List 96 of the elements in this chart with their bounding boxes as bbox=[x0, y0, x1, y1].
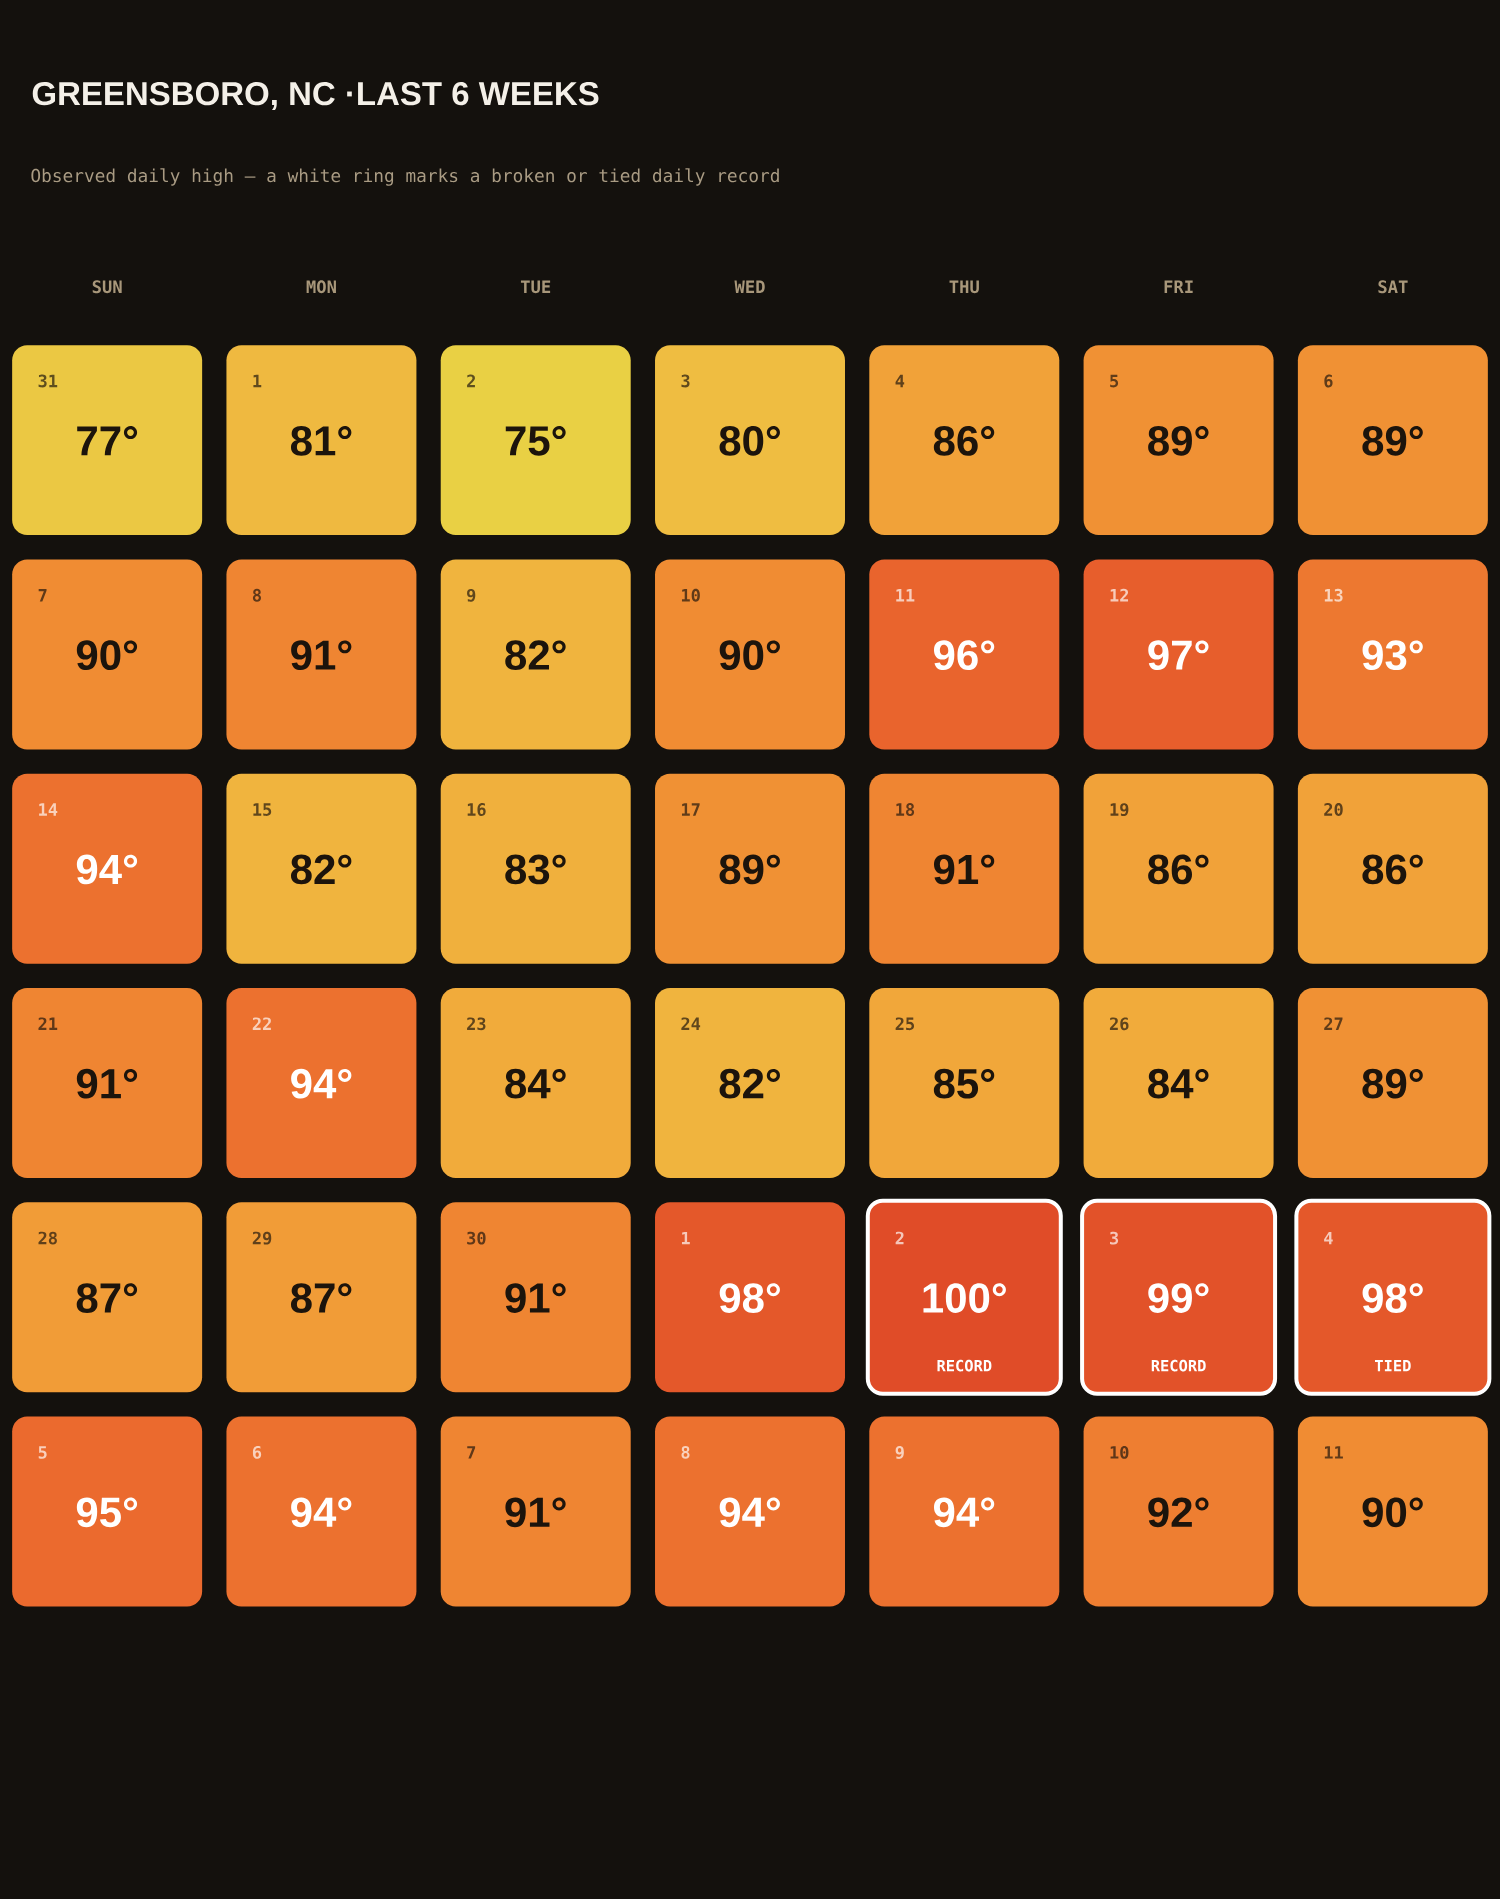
text: 12 bbox=[1110, 588, 1129, 602]
text: 31 bbox=[38, 374, 58, 388]
text: 28 bbox=[38, 1231, 57, 1245]
data-label: 86° bbox=[933, 426, 995, 456]
data-label: 91° bbox=[291, 640, 352, 671]
x-tick-label: TUE bbox=[520, 280, 551, 294]
text: 13 bbox=[1324, 588, 1343, 602]
data-label: 77° bbox=[77, 426, 138, 456]
text: 3 bbox=[1110, 1231, 1119, 1245]
text: 16 bbox=[467, 803, 486, 816]
chart-title: GREENSBORO, NC ·LAST 6 WEEKS bbox=[32, 81, 599, 111]
data-label: 87° bbox=[76, 1283, 138, 1313]
data-label: 94° bbox=[291, 1068, 352, 1099]
data-label: 82° bbox=[290, 854, 352, 885]
text: 11 bbox=[896, 589, 915, 602]
data-label: 94° bbox=[719, 1497, 780, 1528]
data-label: 92° bbox=[1148, 1497, 1209, 1528]
text: RECORD bbox=[1151, 1359, 1206, 1372]
data-label: 87° bbox=[290, 1283, 352, 1313]
data-label: 100° bbox=[923, 1283, 1006, 1313]
data-label: 95° bbox=[76, 1497, 138, 1528]
text: 15 bbox=[253, 803, 272, 816]
data-label: 94° bbox=[76, 854, 138, 885]
text: 5 bbox=[1110, 374, 1119, 388]
data-label: 89° bbox=[719, 854, 780, 885]
data-label: 94° bbox=[291, 1497, 352, 1528]
data-label: 80° bbox=[719, 426, 780, 456]
data-label: 81° bbox=[290, 426, 352, 456]
data-label: 82° bbox=[719, 1068, 780, 1099]
data-label: 90° bbox=[1362, 1497, 1423, 1528]
data-label: 91° bbox=[933, 854, 995, 885]
data-label: 86° bbox=[1148, 854, 1209, 885]
text: 1 bbox=[681, 1231, 690, 1245]
data-label: 91° bbox=[76, 1068, 138, 1099]
text: 19 bbox=[1110, 803, 1129, 817]
text: 9 bbox=[467, 588, 476, 602]
data-label: 86° bbox=[1362, 854, 1423, 885]
data-label: 98° bbox=[719, 1283, 780, 1313]
data-label: 89° bbox=[1362, 426, 1423, 456]
text: 8 bbox=[681, 1445, 690, 1459]
x-tick-label: SAT bbox=[1378, 280, 1408, 294]
data-label: 90° bbox=[76, 640, 138, 671]
data-label: 75° bbox=[505, 426, 566, 456]
text: 30 bbox=[467, 1231, 486, 1245]
text: RECORD bbox=[937, 1359, 992, 1372]
text: 26 bbox=[1109, 1017, 1129, 1031]
text: 14 bbox=[39, 803, 58, 816]
text: 8 bbox=[252, 588, 261, 602]
x-tick-label: THU bbox=[949, 280, 979, 294]
data-label: 91° bbox=[505, 1283, 566, 1313]
text: 20 bbox=[1324, 803, 1343, 816]
text: 6 bbox=[1324, 374, 1333, 388]
text: 4 bbox=[895, 374, 905, 388]
data-label: 82° bbox=[505, 640, 566, 671]
text: 2 bbox=[895, 1231, 904, 1245]
data-label: 98° bbox=[1362, 1283, 1423, 1313]
data-label: 96° bbox=[933, 640, 995, 671]
data-label: 90° bbox=[719, 640, 780, 671]
x-tick-label: MON bbox=[306, 280, 336, 294]
text: 10 bbox=[681, 588, 700, 602]
text: 27 bbox=[1324, 1017, 1343, 1030]
data-label: 89° bbox=[1148, 426, 1209, 456]
text: 18 bbox=[896, 803, 915, 816]
text: 3 bbox=[681, 374, 690, 388]
text: TIED bbox=[1375, 1360, 1411, 1372]
data-label: 83° bbox=[505, 854, 566, 885]
text: 21 bbox=[38, 1017, 58, 1030]
text: 7 bbox=[38, 589, 47, 602]
x-tick-label: WED bbox=[734, 280, 765, 293]
data-label: 84° bbox=[505, 1068, 566, 1099]
text: 9 bbox=[895, 1446, 904, 1459]
text: 25 bbox=[895, 1017, 915, 1031]
data-label: 97° bbox=[1148, 640, 1209, 671]
x-tick-label: SUN bbox=[92, 280, 122, 294]
text: 7 bbox=[467, 1446, 476, 1459]
text: 22 bbox=[252, 1017, 271, 1030]
chart-subtitle: Observed daily high — a white ring marks a broken or tied daily record bbox=[31, 168, 779, 186]
text: 29 bbox=[252, 1231, 272, 1245]
text: 6 bbox=[252, 1445, 262, 1459]
data-label: 84° bbox=[1148, 1068, 1209, 1099]
text: 5 bbox=[38, 1446, 47, 1459]
data-label: 85° bbox=[933, 1068, 995, 1099]
text: 24 bbox=[681, 1017, 701, 1030]
text: 23 bbox=[467, 1017, 486, 1031]
text: 10 bbox=[1110, 1445, 1129, 1459]
text: 2 bbox=[467, 374, 475, 388]
data-label: 94° bbox=[933, 1497, 995, 1528]
text: 11 bbox=[1324, 1446, 1343, 1459]
text: 1 bbox=[253, 374, 262, 388]
data-label: 89° bbox=[1362, 1068, 1423, 1099]
text: 4 bbox=[1324, 1231, 1333, 1245]
data-label: 99° bbox=[1148, 1283, 1209, 1313]
data-label: 93° bbox=[1362, 640, 1423, 671]
text: 17 bbox=[681, 803, 700, 816]
data-label: 91° bbox=[505, 1497, 566, 1528]
x-tick-label: FRI bbox=[1164, 280, 1193, 293]
